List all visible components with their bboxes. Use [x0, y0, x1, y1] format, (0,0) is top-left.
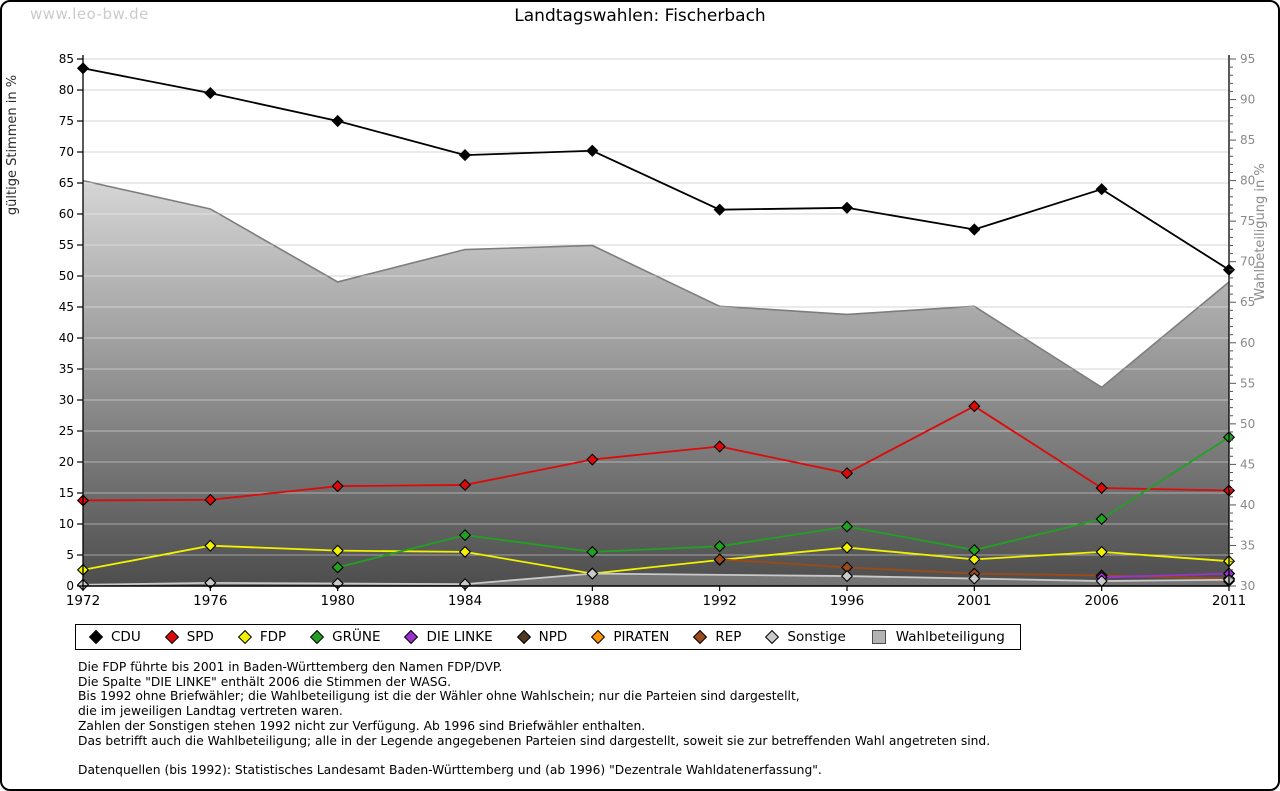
footnote-line: Zahlen der Sonstigen stehen 1992 nicht z…	[78, 718, 646, 733]
legend-label: NPD	[538, 629, 568, 645]
legend-label: DIE LINKE	[426, 629, 493, 645]
legend-label: CDU	[111, 629, 141, 645]
footnote-line: Das betrifft auch die Wahlbeteiligung; a…	[78, 733, 991, 748]
footnote-line: Die FDP führte bis 2001 in Baden-Württem…	[78, 660, 503, 674]
svg-text:1980: 1980	[320, 593, 354, 609]
turnout-area	[83, 180, 1229, 586]
legend-item-sonstige: Sonstige	[765, 629, 846, 645]
chart-footnotes: Die FDP führte bis 2001 in Baden-Württem…	[78, 660, 1238, 778]
svg-text:90: 90	[1240, 93, 1255, 107]
legend-item-grüne: GRÜNE	[310, 629, 381, 645]
legend-item-die-linke: DIE LINKE	[404, 629, 493, 645]
page-title: Landtagswahlen: Fischerbach	[514, 6, 766, 26]
legend-item-wahlbeteiligung: Wahlbeteiligung	[871, 629, 1005, 645]
svg-text:40: 40	[1240, 498, 1255, 512]
svg-text:25: 25	[59, 424, 74, 438]
legend-label: Sonstige	[787, 629, 846, 645]
svg-text:35: 35	[59, 362, 74, 376]
svg-text:65: 65	[1240, 295, 1255, 309]
svg-text:45: 45	[59, 300, 74, 314]
svg-text:70: 70	[1240, 255, 1255, 269]
svg-text:40: 40	[59, 331, 74, 345]
svg-text:1984: 1984	[448, 593, 482, 609]
chart-canvas: 0 5 10 15 20 25 30 35 40 45 50 55 60 65 70 75 80 85 30 35 40…	[5, 52, 1268, 609]
svg-text:1976: 1976	[193, 593, 227, 609]
diamond-marker-icon	[310, 629, 325, 645]
legend-label: FDP	[259, 629, 287, 645]
svg-text:50: 50	[1240, 417, 1255, 431]
svg-text:85: 85	[1240, 133, 1255, 147]
svg-text:1972: 1972	[66, 593, 100, 609]
svg-text:80: 80	[1240, 174, 1255, 188]
diamond-marker-icon	[237, 629, 252, 645]
svg-text:30: 30	[59, 393, 74, 407]
svg-text:75: 75	[1240, 214, 1255, 228]
diamond-marker-icon	[516, 629, 531, 645]
svg-text:45: 45	[1240, 457, 1255, 471]
svg-text:50: 50	[59, 269, 74, 283]
legend-item-fdp: FDP	[237, 629, 287, 645]
svg-text:10: 10	[59, 517, 74, 531]
footnote-line: Bis 1992 ohne Briefwähler; die Wahlbetei…	[78, 689, 800, 704]
svg-text:75: 75	[59, 114, 74, 128]
left-axis-title: gültige Stimmen in %	[5, 75, 20, 215]
series-cdu	[76, 62, 1236, 276]
turnout-area-swatch	[871, 630, 886, 644]
diamond-marker-icon	[765, 629, 780, 645]
diamond-marker-icon	[591, 629, 606, 645]
svg-text:55: 55	[59, 238, 74, 252]
diamond-marker-icon	[88, 629, 104, 645]
election-chart: 0 5 10 15 20 25 30 35 40 45 50 55 60 65 70 75 80 85 30 35 40…	[5, 52, 1268, 609]
legend-label: SPD	[186, 629, 214, 645]
series-spd	[76, 400, 1236, 507]
footnote-line: Die Spalte "DIE LINKE" enthält 2006 die …	[78, 674, 452, 689]
svg-text:70: 70	[59, 145, 74, 159]
svg-text:60: 60	[1240, 336, 1255, 350]
diamond-marker-icon	[404, 629, 419, 645]
watermark: www.leo-bw.de	[30, 5, 149, 23]
legend-label: REP	[715, 629, 742, 645]
footnote-line: die im jeweiligen Landtag vertreten ware…	[78, 704, 343, 719]
chart-legend: CDU SPD FDP GRÜNE DIE LINKE NPD PIRATEN REP Sons…	[75, 624, 1021, 650]
footnote-line: Datenquellen (bis 1992): Statistisches L…	[78, 762, 822, 777]
legend-item-npd: NPD	[516, 629, 568, 645]
footnote-line	[78, 748, 1238, 763]
svg-text:1992: 1992	[702, 593, 736, 609]
diamond-marker-icon	[164, 629, 179, 645]
legend-item-piraten: PIRATEN	[591, 629, 670, 645]
legend-label: GRÜNE	[332, 629, 381, 645]
diamond-marker-icon	[693, 629, 708, 645]
svg-text:2001: 2001	[957, 593, 991, 609]
series-grüne	[331, 431, 1236, 574]
svg-text:1988: 1988	[575, 593, 609, 609]
svg-text:55: 55	[1240, 376, 1255, 390]
right-axis-title: Wahlbeteiligung in %	[1253, 163, 1268, 300]
svg-text:30: 30	[1240, 579, 1255, 593]
svg-text:1996: 1996	[830, 593, 864, 609]
legend-item-spd: SPD	[164, 629, 214, 645]
legend-item-cdu: CDU	[88, 629, 141, 645]
svg-text:60: 60	[59, 207, 74, 221]
svg-text:2011: 2011	[1212, 593, 1246, 609]
svg-text:80: 80	[59, 83, 74, 97]
legend-label: PIRATEN	[613, 629, 670, 645]
svg-text:20: 20	[59, 455, 74, 469]
svg-text:5: 5	[66, 548, 74, 562]
svg-text:15: 15	[59, 486, 74, 500]
svg-text:2006: 2006	[1084, 593, 1118, 609]
svg-text:95: 95	[1240, 52, 1255, 66]
svg-text:85: 85	[59, 52, 74, 66]
legend-label: Wahlbeteiligung	[895, 629, 1005, 645]
legend-item-rep: REP	[693, 629, 742, 645]
svg-text:0: 0	[66, 579, 74, 593]
svg-text:35: 35	[1240, 538, 1255, 552]
svg-text:65: 65	[59, 176, 74, 190]
